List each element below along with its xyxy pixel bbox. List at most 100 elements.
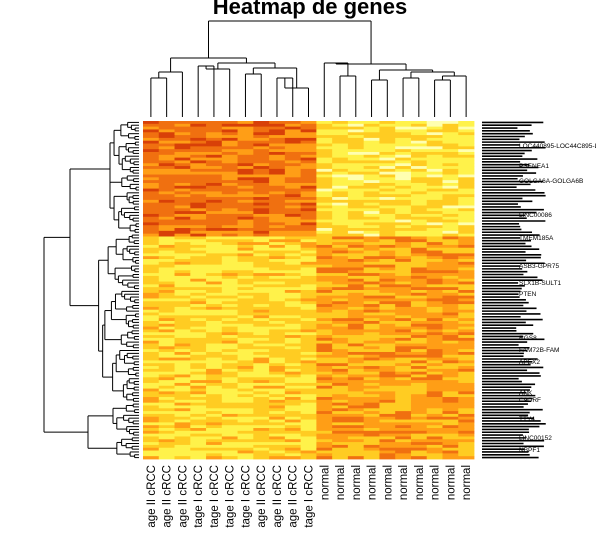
heatmap-cell xyxy=(458,197,475,201)
heatmap-cell xyxy=(442,419,459,423)
heatmap-cell xyxy=(300,270,317,274)
heatmap-cell xyxy=(206,166,223,170)
heatmap-cell xyxy=(253,380,270,384)
row-label: PSENEA1 xyxy=(519,163,549,170)
heatmap-cell xyxy=(206,143,223,147)
heatmap-cell xyxy=(332,174,349,178)
heatmap-cell xyxy=(347,213,365,218)
heatmap-cell xyxy=(395,374,412,378)
heatmap-cell xyxy=(174,213,191,218)
heatmap-cell xyxy=(253,444,270,449)
heatmap-cell xyxy=(395,151,412,156)
heatmap-cell xyxy=(363,140,380,144)
heatmap-cell xyxy=(158,312,175,316)
heatmap-cell xyxy=(442,394,459,398)
heatmap-cell xyxy=(284,194,302,198)
heatmap-cell xyxy=(253,174,270,178)
heatmap-cell xyxy=(426,436,443,440)
heatmap-cell xyxy=(190,137,207,142)
heatmap-cell xyxy=(395,444,412,449)
heatmap-cell xyxy=(284,230,302,235)
heatmap-cell xyxy=(253,399,270,404)
heatmap-cell xyxy=(426,349,443,353)
heatmap-cell xyxy=(426,357,443,361)
heatmap-cell xyxy=(237,439,254,443)
heatmap-cell xyxy=(253,253,270,257)
heatmap-cell xyxy=(284,197,302,201)
heatmap-cell xyxy=(442,270,459,274)
column-label: normal xyxy=(461,465,473,500)
heatmap-cell xyxy=(269,329,286,333)
heatmap-cell xyxy=(379,368,396,373)
heatmap-cell xyxy=(284,166,302,170)
heatmap-cell xyxy=(284,326,302,330)
heatmap-cell xyxy=(221,151,238,156)
heatmap-cell xyxy=(237,349,254,353)
heatmap-cell xyxy=(190,216,207,220)
heatmap-cell xyxy=(442,304,459,308)
heatmap-cell xyxy=(379,230,396,235)
heatmap-cell xyxy=(300,191,317,195)
heatmap-cell xyxy=(158,239,175,243)
heatmap-cell xyxy=(158,382,175,387)
heatmap-cell xyxy=(284,346,302,350)
heatmap-cell xyxy=(410,377,428,381)
heatmap-cell xyxy=(253,413,270,418)
heatmap-cell xyxy=(426,273,443,277)
heatmap-cell xyxy=(284,132,302,136)
heatmap-cell xyxy=(143,425,160,429)
heatmap-cell xyxy=(332,346,349,350)
heatmap-cell xyxy=(284,244,302,249)
heatmap-cell xyxy=(379,256,396,260)
heatmap-cell xyxy=(426,377,443,381)
heatmap-cell xyxy=(426,290,443,294)
heatmap-cell xyxy=(332,160,349,164)
heatmap-cell xyxy=(410,273,428,277)
heatmap-cell xyxy=(347,171,365,175)
heatmap-cell xyxy=(395,228,412,232)
heatmap-cell xyxy=(190,374,207,378)
heatmap-cell xyxy=(379,357,396,361)
heatmap-cell xyxy=(253,371,270,375)
heatmap-cell xyxy=(143,163,160,167)
heatmap-cell xyxy=(174,157,191,161)
heatmap-cell xyxy=(221,329,238,333)
heatmap-cell xyxy=(206,202,223,206)
heatmap-cell xyxy=(269,191,286,195)
heatmap-cell xyxy=(347,140,365,144)
heatmap-cell xyxy=(458,430,475,435)
heatmap-cell xyxy=(284,219,302,223)
heatmap-cell xyxy=(300,329,317,333)
heatmap-cell xyxy=(442,442,459,446)
heatmap-cell xyxy=(237,323,254,328)
heatmap-cell xyxy=(426,213,443,218)
heatmap-cell xyxy=(237,402,254,406)
heatmap-cell xyxy=(221,143,238,147)
heatmap-cell xyxy=(143,126,160,130)
heatmap-cell xyxy=(237,450,254,454)
heatmap-cell xyxy=(237,309,254,313)
heatmap-cell xyxy=(221,137,238,142)
heatmap-cell xyxy=(284,264,302,268)
heatmap-cell xyxy=(158,225,175,229)
heatmap-cell xyxy=(206,180,223,184)
heatmap-cell xyxy=(316,402,333,406)
heatmap-cell xyxy=(300,135,317,139)
heatmap-cell xyxy=(253,304,270,308)
heatmap-cell xyxy=(363,149,380,153)
heatmap-cell xyxy=(379,388,396,392)
heatmap-cell xyxy=(410,151,428,156)
heatmap-cell xyxy=(332,230,349,235)
heatmap-cell xyxy=(426,143,443,147)
heatmap-cell xyxy=(332,433,349,437)
heatmap-cell xyxy=(206,163,223,167)
heatmap-cell xyxy=(395,357,412,361)
heatmap-cell xyxy=(143,135,160,139)
heatmap-cell xyxy=(347,123,365,128)
heatmap-cell xyxy=(410,306,428,311)
heatmap-cell xyxy=(442,309,459,313)
heatmap-cell xyxy=(395,233,412,237)
heatmap-cell xyxy=(174,439,191,443)
heatmap-cell xyxy=(347,388,365,392)
heatmap-cell xyxy=(395,188,412,192)
